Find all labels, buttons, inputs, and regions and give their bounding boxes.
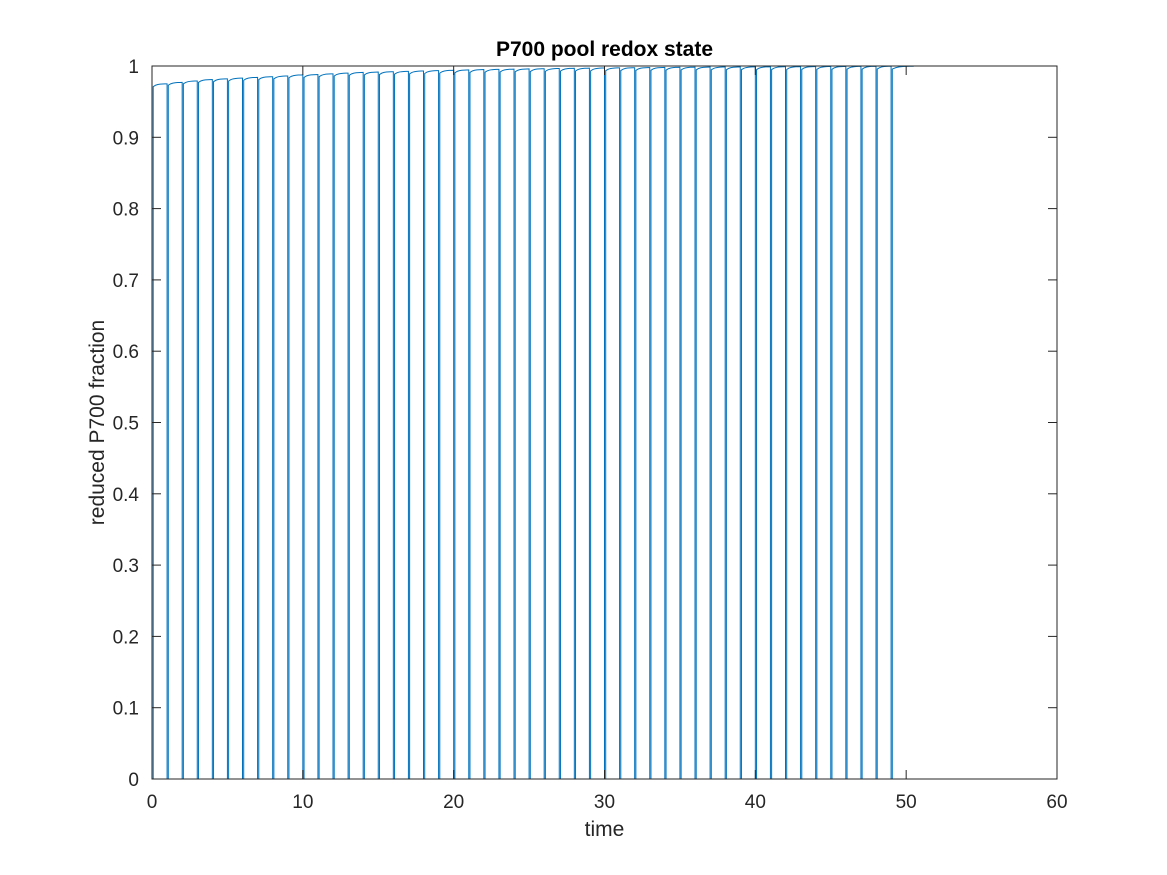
x-axis-label: time — [585, 818, 625, 841]
y-ticks: 0 0.1 0.2 0.3 0.4 0.5 0.6 0.7 0.8 0.9 1 — [113, 57, 1057, 791]
y-axis-label: reduced P700 fraction — [86, 320, 109, 525]
y-tick-label: 0.5 — [113, 414, 139, 435]
x-tick-label: 30 — [594, 792, 615, 813]
y-tick-label: 0.6 — [113, 342, 139, 363]
series-layer — [151, 65, 914, 780]
y-tick-label: 1 — [128, 57, 139, 78]
x-tick-label: 10 — [292, 792, 313, 813]
y-tick-label: 0.1 — [113, 699, 139, 720]
series-line — [151, 65, 914, 780]
y-tick-label: 0.4 — [113, 485, 140, 506]
y-tick-label: 0.3 — [113, 556, 139, 577]
y-tick-label: 0 — [128, 770, 139, 791]
x-tick-label: 60 — [1046, 792, 1067, 813]
chart-title: P700 pool redox state — [496, 38, 713, 61]
x-ticks: 0 10 20 30 40 50 60 — [147, 66, 1068, 813]
y-tick-label: 0.2 — [113, 627, 139, 648]
x-tick-label: 50 — [896, 792, 917, 813]
y-tick-label: 0.7 — [113, 271, 139, 292]
x-tick-label: 40 — [745, 792, 766, 813]
y-tick-label: 0.9 — [113, 128, 139, 149]
x-tick-label: 20 — [443, 792, 464, 813]
y-tick-label: 0.8 — [113, 200, 139, 221]
x-tick-label: 0 — [147, 792, 158, 813]
axes: 0 10 20 30 40 50 60 00.10.20.30.40.50.60.70.80… — [113, 57, 1068, 813]
